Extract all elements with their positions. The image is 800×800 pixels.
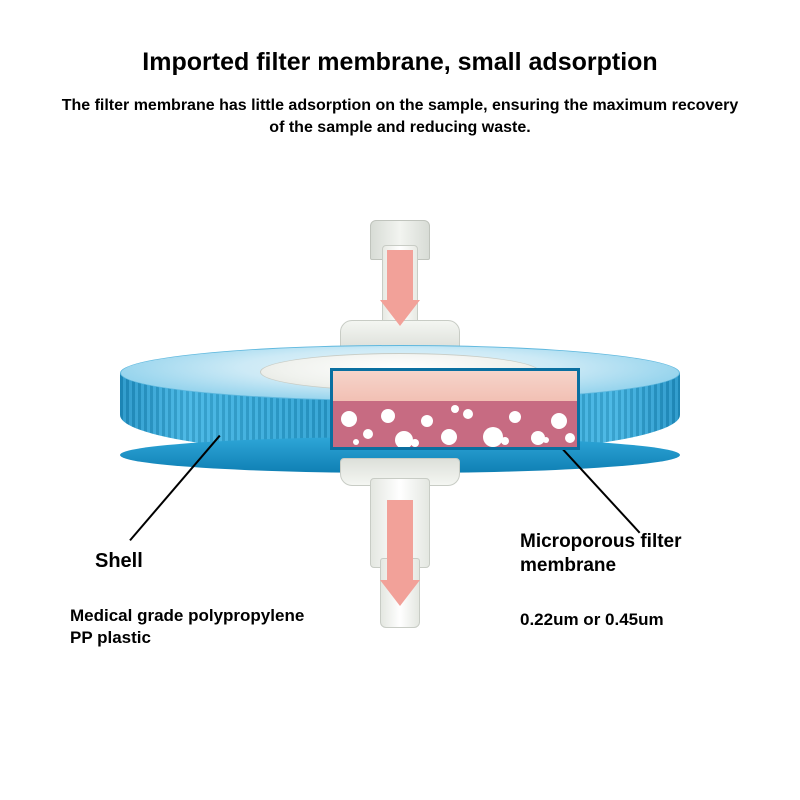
membrane-porous-layer bbox=[333, 401, 577, 447]
label-membrane-sub: 0.22um or 0.45um bbox=[520, 610, 664, 630]
filter-diagram: Shell Medical grade polypropylene PP pla… bbox=[0, 220, 800, 740]
label-shell: Shell bbox=[95, 550, 143, 573]
label-shell-sub: Medical grade polypropylene PP plastic bbox=[70, 605, 310, 649]
membrane-cutaway bbox=[330, 368, 580, 450]
page-subtitle: The filter membrane has little adsorptio… bbox=[60, 95, 740, 138]
page-title: Imported filter membrane, small adsorpti… bbox=[0, 48, 800, 77]
membrane-top-layer bbox=[333, 371, 577, 401]
flow-arrow-out bbox=[387, 500, 413, 606]
flow-arrow-in bbox=[387, 250, 413, 326]
label-membrane: Microporous filter membrane bbox=[520, 530, 740, 578]
